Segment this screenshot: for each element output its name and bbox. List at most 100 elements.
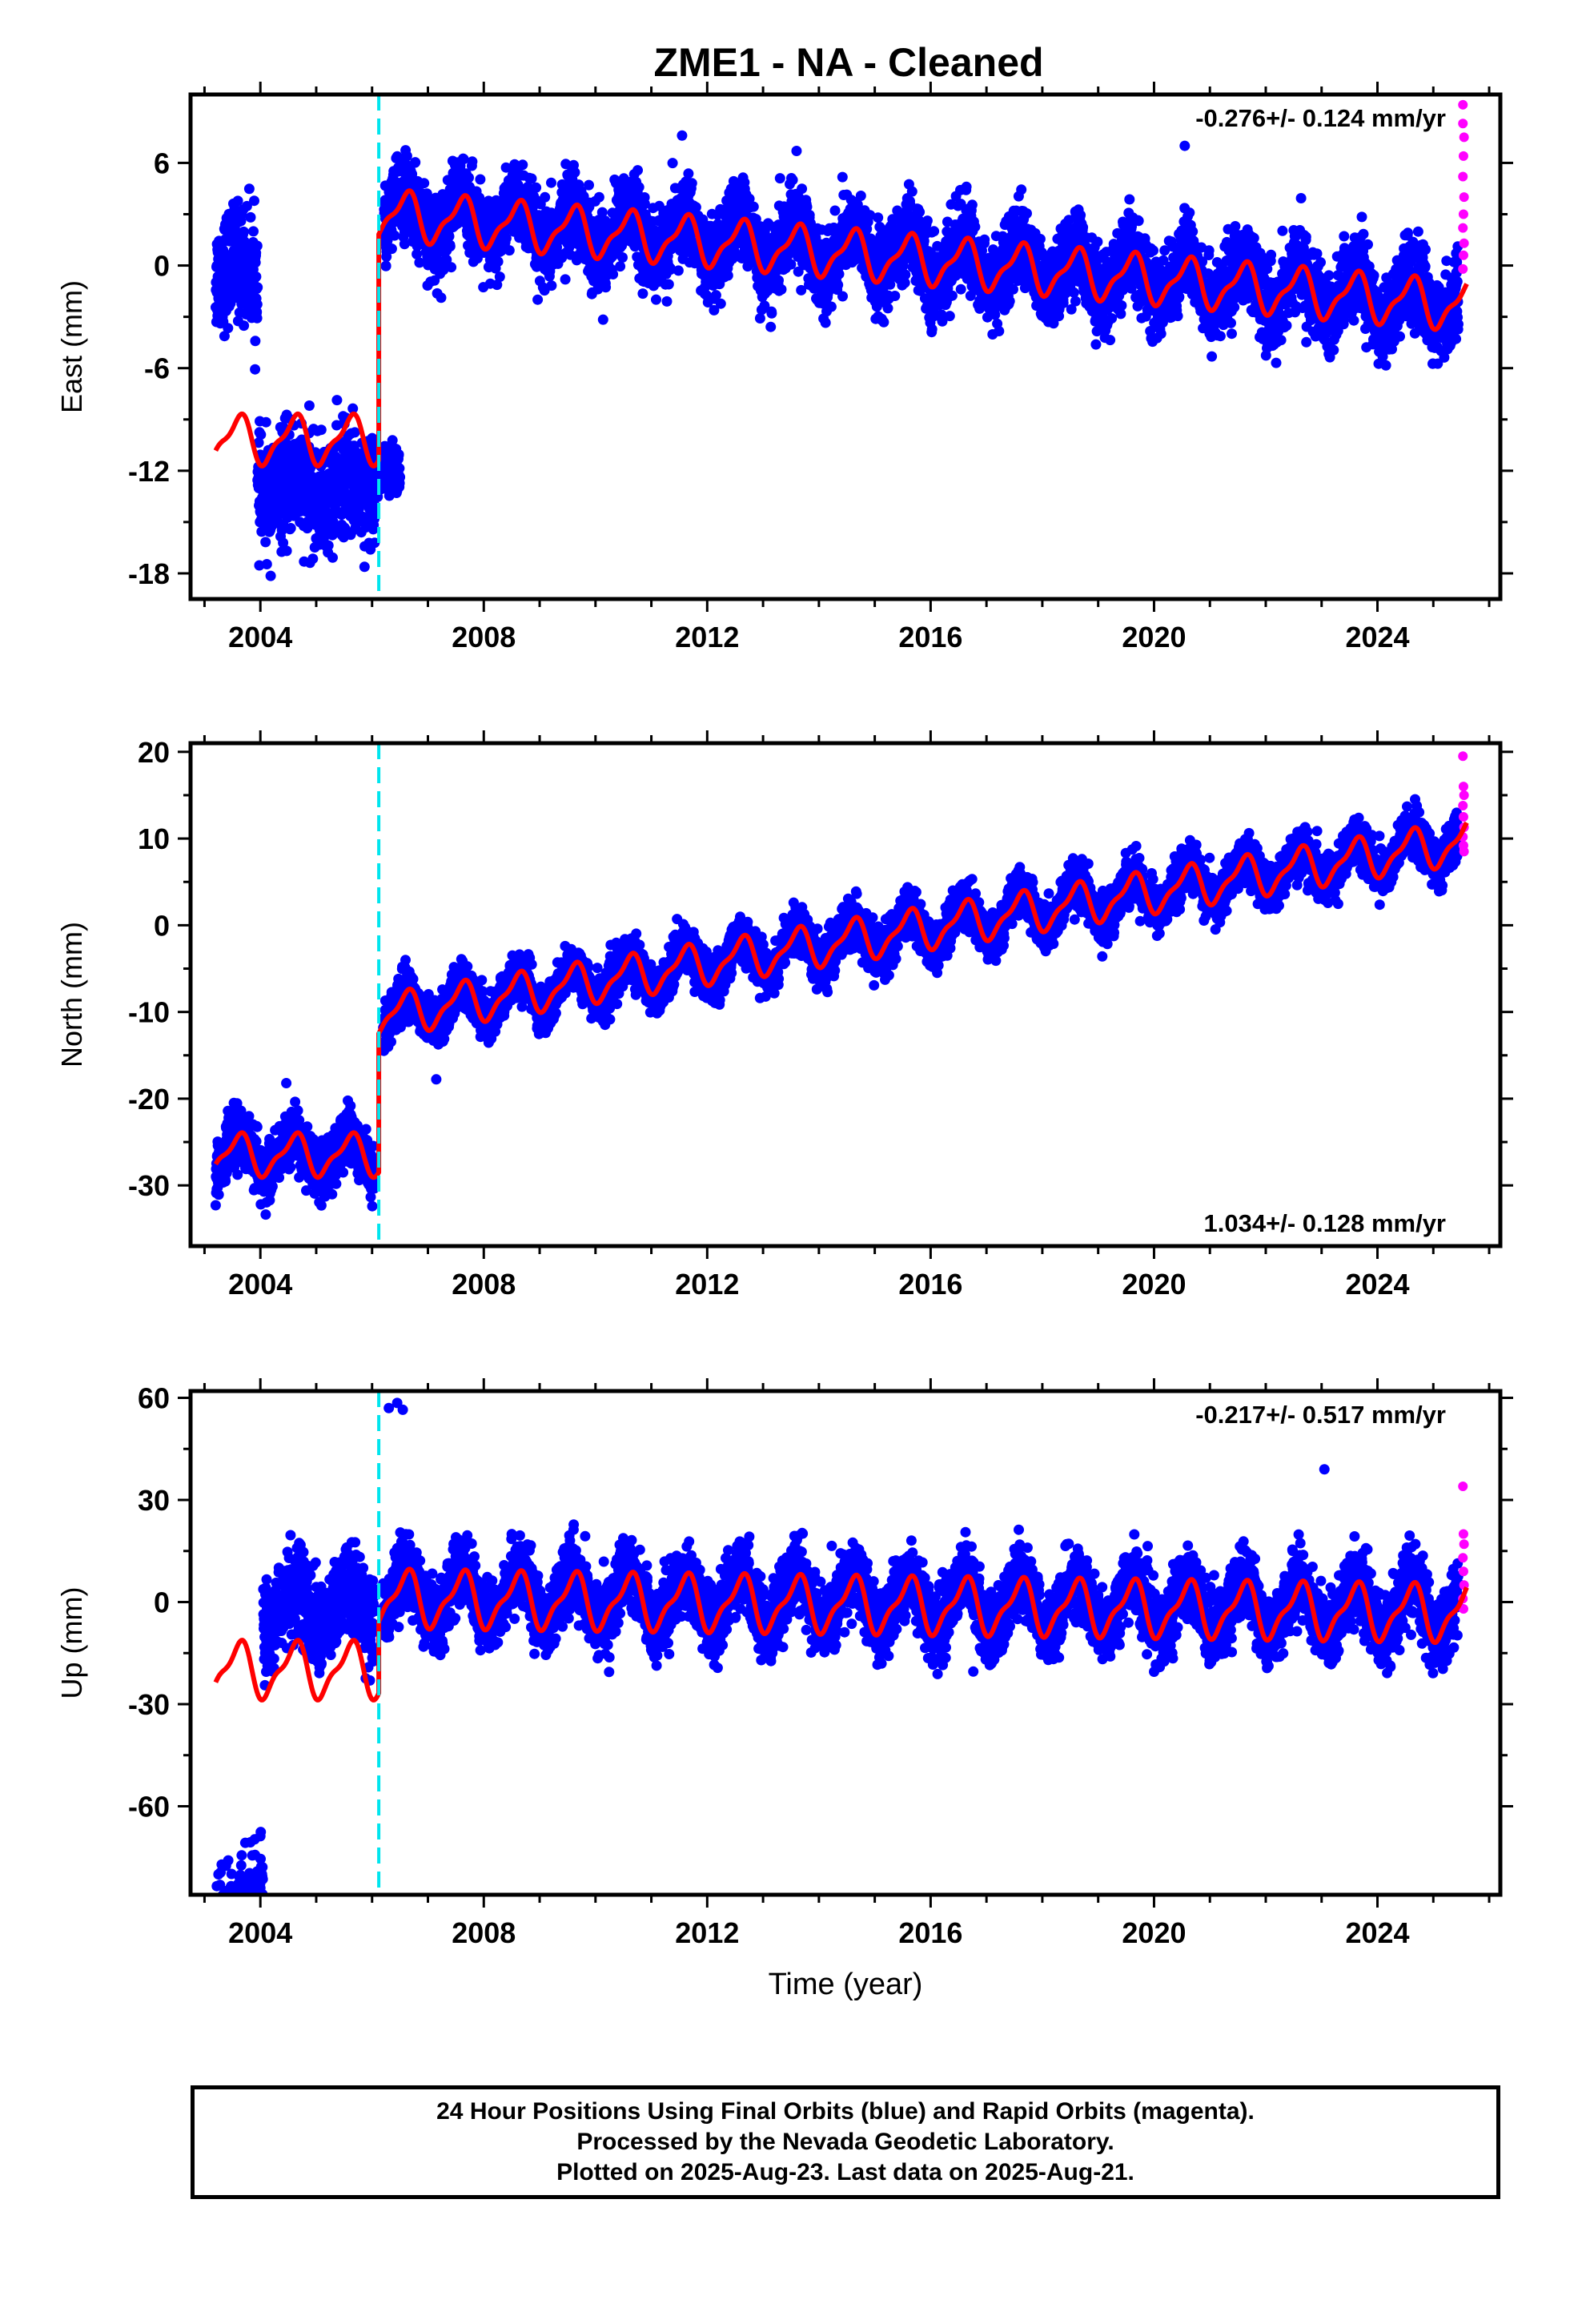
data-point bbox=[1016, 184, 1027, 195]
data-point bbox=[600, 282, 612, 293]
data-point bbox=[249, 195, 259, 207]
data-point bbox=[278, 537, 289, 549]
data-point bbox=[250, 364, 261, 375]
data-point bbox=[560, 274, 571, 285]
data-point bbox=[251, 271, 262, 282]
data-point bbox=[492, 256, 504, 267]
data-point bbox=[349, 427, 360, 438]
data-point bbox=[281, 545, 292, 557]
data-point bbox=[331, 395, 343, 406]
data-point bbox=[608, 269, 619, 279]
data-point bbox=[667, 158, 678, 169]
data-point bbox=[446, 262, 457, 273]
data-point bbox=[773, 275, 784, 286]
data-point bbox=[223, 323, 234, 334]
data-point bbox=[906, 186, 917, 197]
data-point bbox=[532, 294, 544, 305]
data-point bbox=[219, 331, 230, 342]
data-point bbox=[540, 191, 551, 203]
data-point bbox=[683, 168, 694, 179]
data-point bbox=[855, 191, 866, 201]
data-point bbox=[970, 221, 981, 232]
data-point bbox=[260, 537, 271, 548]
data-point bbox=[914, 207, 926, 218]
data-point bbox=[994, 326, 1005, 336]
data-point bbox=[303, 400, 315, 411]
data-point bbox=[686, 178, 697, 189]
data-point bbox=[569, 167, 580, 178]
data-point bbox=[232, 195, 243, 207]
data-point bbox=[546, 177, 556, 188]
data-point bbox=[389, 230, 400, 241]
data-point bbox=[722, 270, 733, 281]
data-point bbox=[946, 290, 958, 301]
data-point bbox=[250, 336, 261, 347]
data-point bbox=[444, 241, 456, 252]
data-point bbox=[410, 157, 421, 168]
data-point bbox=[347, 403, 359, 414]
data-point bbox=[926, 324, 938, 335]
data-point bbox=[944, 311, 955, 322]
data-point bbox=[239, 320, 250, 332]
data-point bbox=[929, 226, 940, 237]
data-point bbox=[243, 183, 255, 195]
data-point bbox=[584, 179, 594, 191]
data-point bbox=[526, 173, 537, 184]
data-point bbox=[833, 268, 845, 279]
data-point bbox=[797, 183, 808, 195]
data-point bbox=[248, 226, 259, 237]
data-point bbox=[323, 540, 334, 551]
data-point bbox=[504, 245, 515, 256]
data-point bbox=[393, 449, 404, 460]
data-point bbox=[776, 283, 787, 295]
data-point bbox=[494, 271, 505, 283]
data-point bbox=[748, 201, 759, 212]
figure-title: ZME1 - NA - Cleaned bbox=[653, 40, 1043, 85]
data-point bbox=[617, 252, 628, 263]
data-point bbox=[715, 298, 726, 309]
data-point bbox=[251, 312, 263, 324]
data-point bbox=[419, 178, 430, 189]
data-point bbox=[260, 416, 271, 428]
data-point bbox=[787, 175, 798, 186]
data-point bbox=[966, 199, 978, 211]
data-point bbox=[597, 314, 608, 325]
data-point bbox=[1004, 296, 1015, 307]
data-point bbox=[315, 424, 327, 436]
data-point bbox=[633, 182, 644, 193]
final-orbit-points bbox=[211, 130, 1464, 581]
data-point bbox=[327, 552, 338, 563]
data-point bbox=[253, 437, 264, 448]
data-point bbox=[307, 553, 319, 565]
data-point bbox=[673, 265, 684, 276]
data-point bbox=[889, 291, 901, 301]
data-point bbox=[1034, 234, 1046, 244]
data-point bbox=[921, 215, 933, 227]
data-point bbox=[401, 151, 412, 162]
data-point bbox=[833, 279, 844, 291]
plot-area bbox=[211, 94, 1469, 599]
data-point bbox=[395, 472, 406, 483]
data-point bbox=[517, 159, 528, 171]
data-point bbox=[261, 559, 272, 569]
data-point bbox=[593, 191, 604, 203]
data-point bbox=[900, 269, 911, 280]
data-point bbox=[251, 299, 263, 310]
data-point bbox=[475, 174, 486, 185]
data-point bbox=[873, 212, 884, 223]
data-point bbox=[252, 282, 263, 293]
data-point bbox=[837, 171, 848, 183]
data-point bbox=[251, 240, 263, 251]
data-point bbox=[1022, 208, 1032, 219]
data-point bbox=[436, 292, 447, 304]
data-point bbox=[531, 182, 542, 193]
data-point bbox=[238, 226, 249, 237]
data-point bbox=[961, 181, 972, 192]
data-point bbox=[464, 172, 474, 183]
data-point bbox=[546, 280, 557, 292]
data-point bbox=[663, 279, 674, 290]
data-point bbox=[386, 243, 397, 255]
data-point bbox=[878, 316, 889, 328]
data-point bbox=[979, 234, 990, 245]
